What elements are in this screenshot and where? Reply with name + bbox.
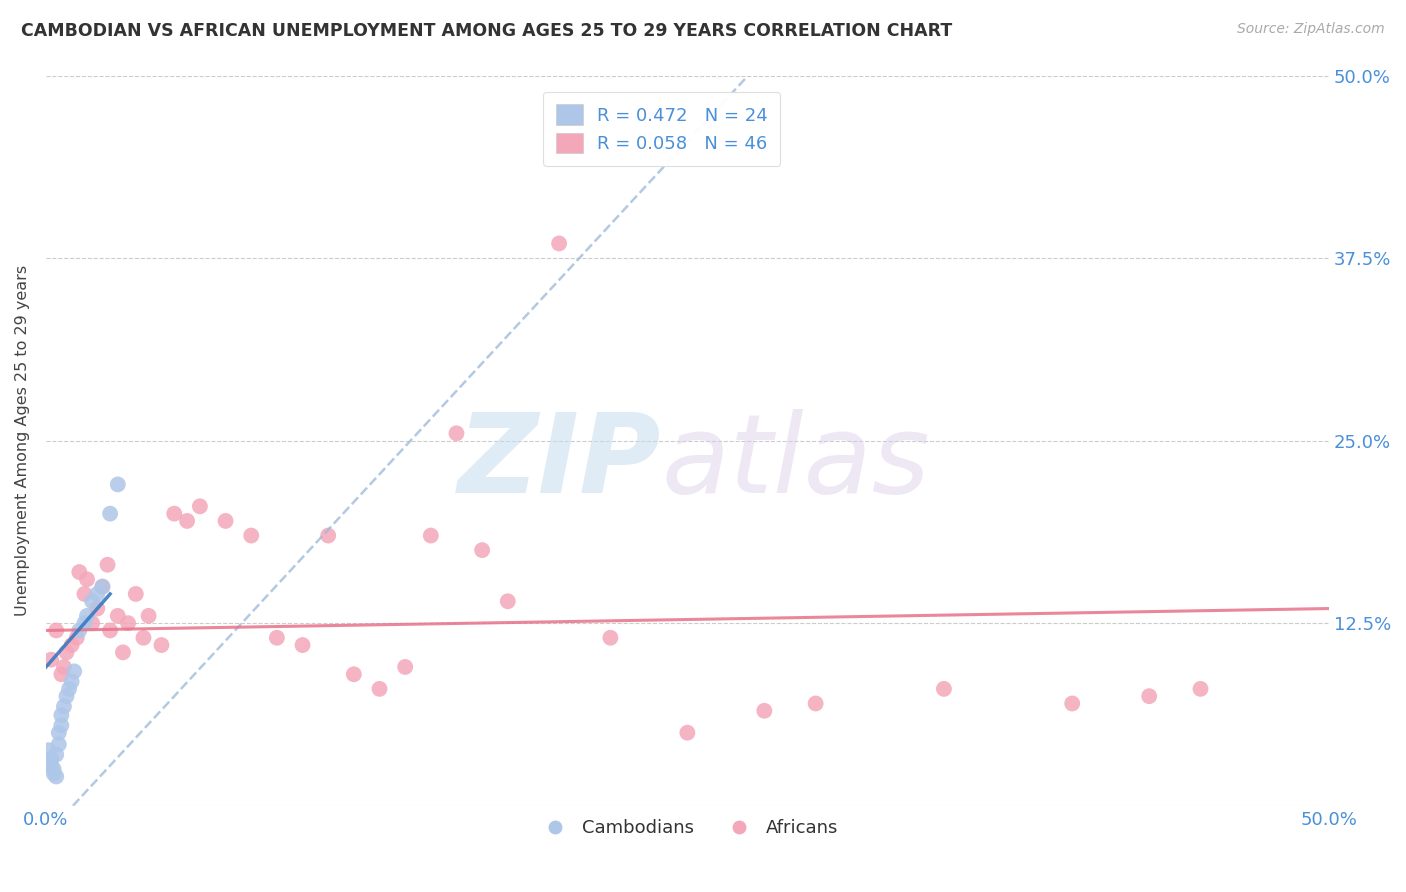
Point bbox=[176, 514, 198, 528]
Point bbox=[45, 624, 67, 638]
Point bbox=[67, 565, 90, 579]
Point bbox=[496, 594, 519, 608]
Point bbox=[804, 697, 827, 711]
Point bbox=[343, 667, 366, 681]
Point bbox=[676, 725, 699, 739]
Point bbox=[51, 708, 73, 723]
Point bbox=[76, 608, 98, 623]
Point bbox=[98, 507, 121, 521]
Point bbox=[73, 616, 96, 631]
Point bbox=[446, 426, 468, 441]
Point bbox=[291, 638, 314, 652]
Point bbox=[76, 572, 98, 586]
Point bbox=[55, 645, 77, 659]
Point bbox=[316, 528, 339, 542]
Point bbox=[58, 681, 80, 696]
Point bbox=[86, 587, 108, 601]
Point bbox=[60, 674, 83, 689]
Point bbox=[111, 645, 134, 659]
Point bbox=[48, 725, 70, 739]
Point bbox=[91, 580, 114, 594]
Point bbox=[39, 757, 62, 772]
Point bbox=[214, 514, 236, 528]
Point bbox=[39, 653, 62, 667]
Y-axis label: Unemployment Among Ages 25 to 29 years: Unemployment Among Ages 25 to 29 years bbox=[15, 265, 30, 616]
Point bbox=[82, 594, 104, 608]
Point bbox=[96, 558, 118, 572]
Point bbox=[45, 747, 67, 762]
Point bbox=[63, 665, 86, 679]
Point bbox=[52, 660, 75, 674]
Point bbox=[1062, 697, 1084, 711]
Point bbox=[91, 580, 114, 594]
Point bbox=[42, 762, 65, 776]
Point bbox=[73, 587, 96, 601]
Point bbox=[98, 624, 121, 638]
Text: Source: ZipAtlas.com: Source: ZipAtlas.com bbox=[1237, 22, 1385, 37]
Point bbox=[42, 766, 65, 780]
Point bbox=[754, 704, 776, 718]
Point bbox=[55, 689, 77, 703]
Point bbox=[86, 601, 108, 615]
Text: atlas: atlas bbox=[662, 409, 931, 516]
Text: CAMBODIAN VS AFRICAN UNEMPLOYMENT AMONG AGES 25 TO 29 YEARS CORRELATION CHART: CAMBODIAN VS AFRICAN UNEMPLOYMENT AMONG … bbox=[21, 22, 952, 40]
Point bbox=[932, 681, 955, 696]
Point bbox=[39, 752, 62, 766]
Point bbox=[82, 616, 104, 631]
Point bbox=[368, 681, 391, 696]
Point bbox=[599, 631, 621, 645]
Point bbox=[1137, 689, 1160, 703]
Point bbox=[38, 743, 60, 757]
Point bbox=[125, 587, 148, 601]
Point bbox=[117, 616, 139, 631]
Point bbox=[138, 608, 160, 623]
Point bbox=[188, 500, 211, 514]
Point bbox=[548, 236, 571, 251]
Point bbox=[52, 699, 75, 714]
Point bbox=[150, 638, 173, 652]
Point bbox=[419, 528, 441, 542]
Legend: Cambodians, Africans: Cambodians, Africans bbox=[529, 812, 845, 844]
Point bbox=[163, 507, 186, 521]
Point bbox=[48, 737, 70, 751]
Text: ZIP: ZIP bbox=[458, 409, 662, 516]
Point bbox=[51, 667, 73, 681]
Point bbox=[132, 631, 155, 645]
Point bbox=[66, 631, 89, 645]
Point bbox=[471, 543, 494, 558]
Point bbox=[266, 631, 288, 645]
Point bbox=[1189, 681, 1212, 696]
Point bbox=[45, 770, 67, 784]
Point bbox=[240, 528, 263, 542]
Point bbox=[394, 660, 416, 674]
Point bbox=[67, 624, 90, 638]
Point bbox=[107, 608, 129, 623]
Point bbox=[51, 718, 73, 732]
Point bbox=[107, 477, 129, 491]
Point bbox=[60, 638, 83, 652]
